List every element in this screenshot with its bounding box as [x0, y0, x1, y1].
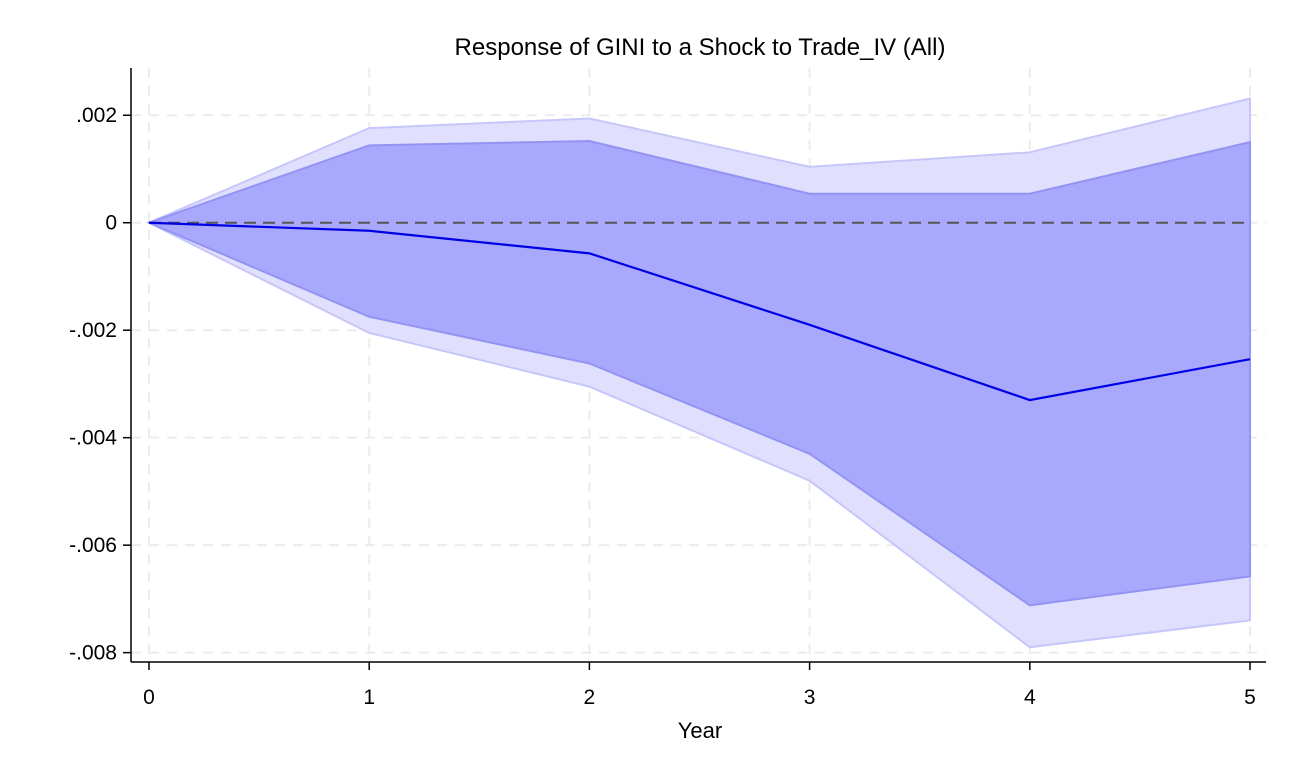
x-tick-label-2: 2	[584, 686, 596, 709]
x-tick-label-5: 5	[1244, 686, 1256, 709]
y-tick-label-3: -.004	[69, 427, 117, 450]
y-tick-label-5: -.008	[69, 642, 117, 665]
y-tick-label-0: .002	[76, 104, 117, 127]
axes: .002 0 -.002 -.004 -.006 -.008 0 1 2 3 4 5	[69, 68, 1266, 709]
chart-title: Response of GINI to a Shock to Trade_IV …	[455, 34, 946, 61]
x-tick-label-0: 0	[143, 686, 155, 709]
x-tick-label-3: 3	[804, 686, 816, 709]
y-tick-label-4: -.006	[69, 534, 117, 557]
y-tick-label-1: 0	[105, 212, 117, 235]
estimate-line-group	[148, 221, 1251, 402]
x-tick-label-4: 4	[1024, 686, 1036, 709]
estimate-line	[148, 221, 1251, 402]
x-tick-label-1: 1	[363, 686, 375, 709]
x-axis-title: Year	[678, 718, 722, 743]
y-tick-label-2: -.002	[69, 319, 117, 342]
